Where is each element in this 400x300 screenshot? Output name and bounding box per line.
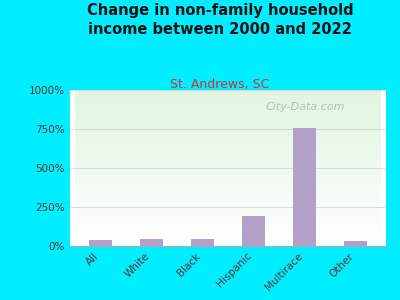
Bar — [140, 239, 163, 246]
Bar — [191, 239, 214, 246]
Bar — [242, 216, 265, 246]
Text: Change in non-family household
income between 2000 and 2022: Change in non-family household income be… — [87, 3, 353, 37]
Bar — [89, 240, 112, 246]
Text: City-Data.com: City-Data.com — [266, 103, 346, 112]
Bar — [293, 128, 316, 246]
Bar — [344, 241, 367, 246]
Text: St. Andrews, SC: St. Andrews, SC — [170, 78, 270, 91]
